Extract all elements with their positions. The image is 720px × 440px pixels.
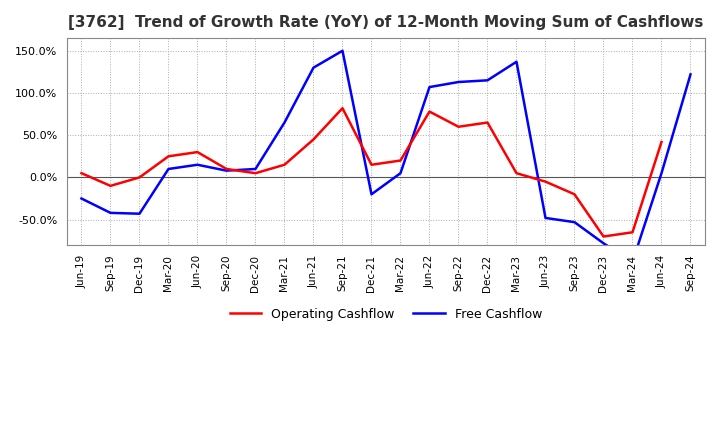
Free Cashflow — [541, 215, 550, 220]
Operating Cashflow — [657, 139, 666, 145]
Free Cashflow — [570, 220, 579, 225]
Free Cashflow — [686, 72, 695, 77]
Operating Cashflow — [541, 179, 550, 184]
Free Cashflow — [599, 241, 608, 246]
Free Cashflow — [396, 171, 405, 176]
Free Cashflow — [367, 192, 376, 197]
Free Cashflow — [483, 78, 492, 83]
Operating Cashflow — [135, 175, 144, 180]
Free Cashflow — [280, 120, 289, 125]
Operating Cashflow — [599, 234, 608, 239]
Operating Cashflow — [193, 150, 202, 155]
Line: Free Cashflow: Free Cashflow — [81, 51, 690, 262]
Operating Cashflow — [106, 183, 114, 188]
Free Cashflow — [657, 171, 666, 176]
Free Cashflow — [309, 65, 318, 70]
Operating Cashflow — [77, 171, 86, 176]
Free Cashflow — [454, 79, 463, 84]
Operating Cashflow — [280, 162, 289, 167]
Operating Cashflow — [309, 137, 318, 142]
Free Cashflow — [338, 48, 347, 53]
Free Cashflow — [222, 168, 231, 173]
Free Cashflow — [512, 59, 521, 64]
Operating Cashflow — [164, 154, 173, 159]
Operating Cashflow — [426, 109, 434, 114]
Free Cashflow — [106, 210, 114, 216]
Free Cashflow — [77, 196, 86, 201]
Title: [3762]  Trend of Growth Rate (YoY) of 12-Month Moving Sum of Cashflows: [3762] Trend of Growth Rate (YoY) of 12-… — [68, 15, 703, 30]
Legend: Operating Cashflow, Free Cashflow: Operating Cashflow, Free Cashflow — [225, 303, 547, 326]
Operating Cashflow — [222, 166, 231, 172]
Free Cashflow — [251, 166, 260, 172]
Free Cashflow — [426, 84, 434, 90]
Operating Cashflow — [570, 192, 579, 197]
Free Cashflow — [164, 166, 173, 172]
Free Cashflow — [135, 211, 144, 216]
Operating Cashflow — [483, 120, 492, 125]
Free Cashflow — [193, 162, 202, 167]
Operating Cashflow — [628, 230, 636, 235]
Free Cashflow — [628, 259, 636, 264]
Operating Cashflow — [512, 171, 521, 176]
Operating Cashflow — [251, 171, 260, 176]
Line: Operating Cashflow: Operating Cashflow — [81, 108, 662, 237]
Operating Cashflow — [396, 158, 405, 163]
Operating Cashflow — [454, 124, 463, 129]
Operating Cashflow — [367, 162, 376, 167]
Operating Cashflow — [338, 106, 347, 111]
